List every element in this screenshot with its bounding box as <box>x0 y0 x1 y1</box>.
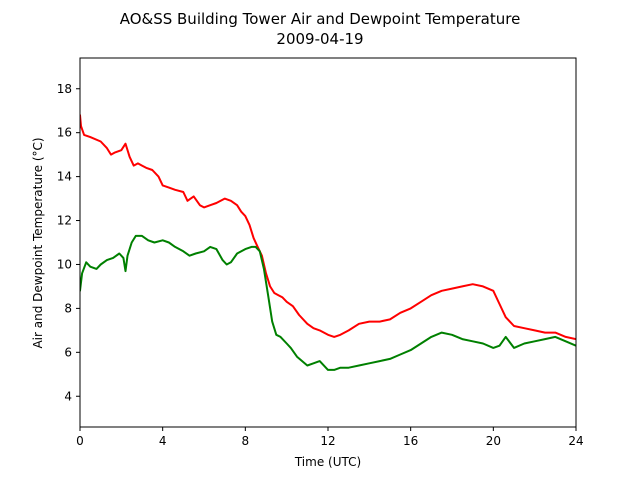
series-group <box>80 114 576 371</box>
y-tick-label: 4 <box>64 389 72 403</box>
x-tick-label: 4 <box>159 434 167 448</box>
y-tick-label: 16 <box>57 126 72 140</box>
x-axis: 0 4 8 12 16 20 24 <box>76 427 584 448</box>
x-tick-label: 0 <box>76 434 84 448</box>
y-axis: 4 6 8 10 12 14 16 18 <box>57 82 80 403</box>
chart-subtitle: 2009-04-19 <box>276 30 363 48</box>
x-tick-label: 8 <box>242 434 250 448</box>
series-line-2 <box>80 234 576 371</box>
x-axis-label: Time (UTC) <box>294 455 361 469</box>
y-tick-label: 10 <box>57 257 72 271</box>
y-tick-label: 14 <box>57 170 72 184</box>
series-line-1 <box>80 114 576 341</box>
x-tick-label: 16 <box>403 434 418 448</box>
y-tick-label: 8 <box>64 301 72 315</box>
y-tick-label: 6 <box>64 345 72 359</box>
y-axis-label: Air and Dewpoint Temperature (°C) <box>31 137 45 348</box>
x-tick-label: 20 <box>486 434 501 448</box>
chart-title: AO&SS Building Tower Air and Dewpoint Te… <box>120 10 521 28</box>
y-tick-label: 18 <box>57 82 72 96</box>
x-tick-label: 24 <box>568 434 583 448</box>
x-tick-label: 12 <box>320 434 335 448</box>
y-tick-label: 12 <box>57 214 72 228</box>
